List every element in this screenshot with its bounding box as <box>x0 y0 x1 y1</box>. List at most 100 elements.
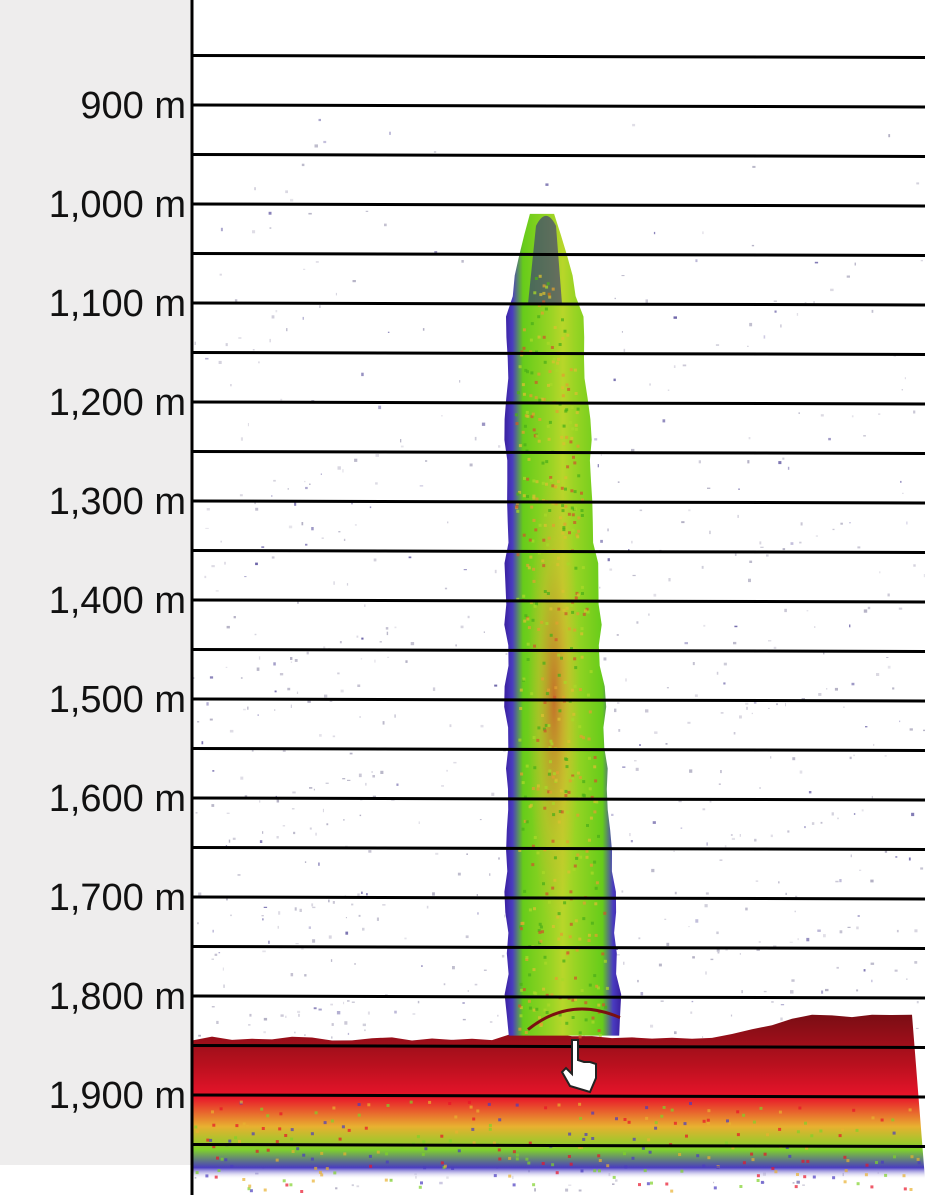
seafloor-speck <box>421 1152 425 1156</box>
plume-speck <box>595 881 599 885</box>
noise-speck <box>716 949 720 952</box>
noise-speck <box>886 657 889 658</box>
seafloor-speck <box>284 1134 288 1137</box>
plume-speck <box>549 739 553 743</box>
noise-speck <box>273 662 276 666</box>
noise-speck <box>854 262 856 266</box>
noise-speck <box>720 712 724 714</box>
plume-speck <box>550 742 554 746</box>
seafloor-speck <box>282 1179 286 1183</box>
noise-speck <box>287 687 291 691</box>
plume-speck <box>571 610 575 614</box>
noise-speck <box>766 554 769 557</box>
plume-speck <box>557 820 561 824</box>
plume-speck <box>531 787 535 790</box>
plume-speck <box>568 935 572 939</box>
noise-speck <box>673 365 676 368</box>
noise-speck <box>778 881 780 884</box>
plume-speck <box>581 592 584 595</box>
seafloor-speck <box>645 1106 649 1110</box>
seafloor-speck <box>665 1182 669 1186</box>
plume-speck <box>537 372 541 376</box>
noise-speck <box>234 299 238 302</box>
gridline <box>191 598 925 604</box>
seafloor-speck <box>742 1161 746 1165</box>
plume-speck <box>564 476 568 480</box>
seafloor-speck <box>841 1128 845 1132</box>
plume-speck <box>557 357 561 361</box>
noise-speck <box>328 899 330 903</box>
plume-base-arc <box>527 1007 621 1031</box>
depth-tick-label: 900 m <box>80 85 186 127</box>
plume-speck <box>550 346 554 349</box>
noise-speck <box>309 787 313 789</box>
plume-speck <box>575 591 579 595</box>
plume-speck <box>551 484 555 488</box>
plume-speck <box>564 757 568 761</box>
seafloor-speck <box>555 1171 559 1175</box>
seafloor-speck <box>384 1178 388 1182</box>
noise-speck <box>640 992 644 996</box>
noise-speck <box>256 667 260 671</box>
noise-speck <box>328 935 332 939</box>
plume-speck <box>571 427 575 431</box>
plume-speck <box>541 714 544 717</box>
noise-speck <box>282 825 286 827</box>
seafloor-speck <box>591 1137 595 1140</box>
plume-speck <box>528 538 532 542</box>
seafloor-speck <box>338 1137 342 1141</box>
plume-speck <box>524 1031 528 1034</box>
plume-speck <box>533 907 536 911</box>
noise-speck <box>887 665 891 669</box>
seafloor-speck <box>855 1128 859 1132</box>
plume-speck <box>587 933 591 937</box>
seafloor-speck <box>508 1156 512 1160</box>
seafloor-speck <box>597 1154 601 1158</box>
plume-speck <box>591 1016 595 1020</box>
plume-speck <box>526 370 529 374</box>
seafloor-speck <box>318 1170 322 1174</box>
noise-speck <box>275 310 278 313</box>
plume-speck <box>533 604 537 608</box>
noise-speck <box>412 1013 416 1015</box>
noise-speck <box>857 915 860 917</box>
plume-speck <box>532 494 536 498</box>
noise-speck <box>776 703 778 706</box>
plume-speck <box>571 528 575 532</box>
plume-speck <box>556 361 560 365</box>
noise-speck <box>342 778 346 780</box>
plume-speck <box>587 756 591 760</box>
seafloor-speck <box>702 1164 706 1168</box>
noise-speck <box>849 756 852 760</box>
plume-speck <box>526 563 530 567</box>
plume-speck <box>567 740 571 743</box>
plume-speck <box>574 998 577 1001</box>
seafloor-speck <box>804 1121 807 1125</box>
noise-speck <box>796 1180 800 1184</box>
seafloor-speck <box>341 1125 345 1129</box>
seafloor-speck <box>532 1183 536 1187</box>
noise-speck <box>603 657 607 661</box>
plume-speck <box>530 415 534 419</box>
noise-speck <box>871 309 874 313</box>
gridline <box>191 648 925 653</box>
seafloor-speck <box>211 1110 214 1114</box>
seafloor-speck <box>678 1153 682 1156</box>
noise-speck <box>746 706 748 710</box>
gridline <box>191 1093 925 1099</box>
noise-speck <box>853 754 855 757</box>
plume-speck <box>524 368 528 372</box>
plume-speck <box>538 1016 542 1020</box>
plume-speck <box>530 505 534 509</box>
noise-speck <box>349 752 353 755</box>
noise-speck <box>343 1001 345 1005</box>
plume-speck <box>542 335 546 339</box>
gridline <box>191 400 925 406</box>
noise-speck <box>682 364 687 367</box>
noise-speck <box>578 1189 582 1192</box>
seafloor-speck <box>219 1107 223 1111</box>
noise-speck <box>318 1008 322 1011</box>
seafloor-speck <box>261 1127 265 1130</box>
noise-speck <box>898 607 903 610</box>
plume-speck <box>552 813 556 817</box>
